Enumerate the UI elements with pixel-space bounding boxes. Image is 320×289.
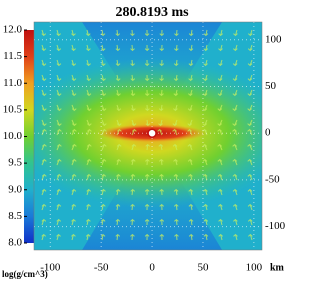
plot-frame bbox=[33, 21, 263, 251]
chart-title: 280.8193 ms bbox=[115, 5, 189, 20]
colorbar-tick-label: 10.0 bbox=[3, 130, 23, 142]
x-axis-label: km bbox=[270, 262, 285, 273]
colorbar-tick-label: 11.5 bbox=[3, 50, 22, 62]
y-tick-label: 100 bbox=[265, 33, 282, 45]
center-core bbox=[147, 128, 157, 138]
velocity-arrows bbox=[41, 29, 253, 241]
colorbar-tick-label: 9.5 bbox=[8, 157, 22, 169]
colorbar bbox=[24, 30, 34, 243]
colorbar-tick-label: 8.5 bbox=[8, 210, 22, 222]
colorbar-tick-label: 12.0 bbox=[3, 24, 23, 36]
colorbar-tick-label: 11.0 bbox=[3, 77, 22, 89]
y-tick-label: -50 bbox=[265, 173, 280, 185]
x-tick-label: -100 bbox=[40, 262, 61, 274]
x-tick-label: 0 bbox=[149, 262, 155, 274]
chart: 280.8193 ms log(g/cm^3) km 12.0 11.5 11.0 1… bbox=[2, 5, 286, 279]
colorbar-tick-label: 10.5 bbox=[3, 103, 23, 115]
density-field bbox=[34, 22, 262, 250]
x-tick-label: 50 bbox=[197, 262, 209, 274]
x-tick-label: -50 bbox=[94, 262, 109, 274]
y-tick-label: -100 bbox=[265, 220, 286, 232]
y-tick-label: 50 bbox=[265, 80, 277, 92]
y-tick-label: 0 bbox=[265, 127, 271, 139]
colorbar-label: log(g/cm^3) bbox=[2, 269, 48, 279]
colorbar-tick-label: 9.0 bbox=[8, 183, 22, 195]
colorbar-tick-label: 8.0 bbox=[8, 237, 22, 249]
x-tick-label: 100 bbox=[246, 262, 263, 274]
